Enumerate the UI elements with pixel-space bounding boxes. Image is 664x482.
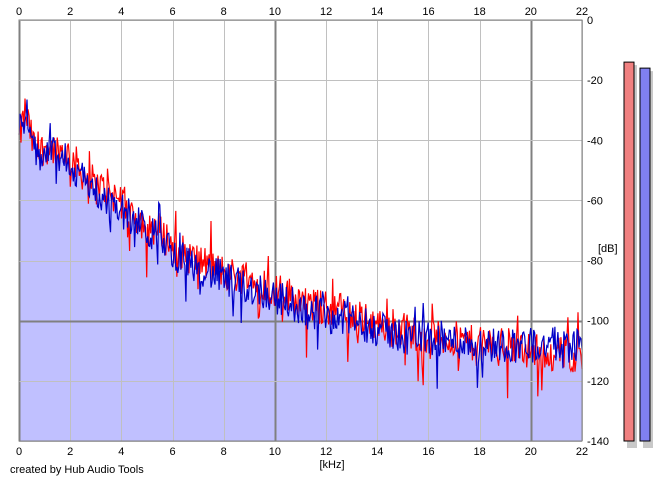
x-axis-top: 0 2 4 6 8 10 12 14 16 18 20 22 xyxy=(16,6,588,18)
x-tick-label-top: 0 xyxy=(16,6,22,18)
x-tick-label-bottom: 2 xyxy=(67,446,73,458)
x-tick-label-bottom: 6 xyxy=(169,446,175,458)
x-tick-label-top: 16 xyxy=(422,6,434,18)
x-tick-label-top: 2 xyxy=(67,6,73,18)
x-tick-label-bottom: 22 xyxy=(576,446,588,458)
x-tick-label-bottom: 16 xyxy=(422,446,434,458)
x-tick-label-top: 8 xyxy=(221,6,227,18)
x-tick-label-top: 20 xyxy=(525,6,537,18)
x-tick-label-top: 4 xyxy=(118,6,124,18)
x-tick-label-bottom: 12 xyxy=(320,446,332,458)
level-meter-bar xyxy=(639,67,651,442)
x-axis-label: [kHz] xyxy=(319,459,344,471)
x-tick-label-top: 6 xyxy=(169,6,175,18)
series-blue-line xyxy=(18,99,583,389)
x-tick-label-bottom: 10 xyxy=(269,446,281,458)
plot-frame xyxy=(18,19,583,442)
x-tick-label-top: 10 xyxy=(269,6,281,18)
x-tick-label-bottom: 14 xyxy=(371,446,383,458)
x-tick-label-bottom: 0 xyxy=(16,446,22,458)
x-tick-label-top: 14 xyxy=(371,6,383,18)
y-tick-label: -80 xyxy=(587,256,603,268)
spectrum-area-fill xyxy=(19,115,582,442)
x-tick-label-top: 22 xyxy=(576,6,588,18)
level-meter-bar xyxy=(623,61,635,442)
x-tick-label-top: 12 xyxy=(320,6,332,18)
x-tick-label-bottom: 4 xyxy=(118,446,124,458)
y-axis-label: [dB] xyxy=(598,243,618,255)
x-tick-label-bottom: 8 xyxy=(221,446,227,458)
x-tick-label-bottom: 20 xyxy=(525,446,537,458)
y-tick-label: -20 xyxy=(587,75,603,87)
y-tick-label: 0 xyxy=(587,15,593,27)
y-tick-label: -40 xyxy=(587,135,603,147)
credit-text: created by Hub Audio Tools xyxy=(10,464,144,476)
y-tick-label: -60 xyxy=(587,195,603,207)
x-tick-label-top: 18 xyxy=(474,6,486,18)
y-axis-right: 0 -20 -40 -60 -80 -100 -120 -140 xyxy=(587,15,609,448)
y-tick-label: -140 xyxy=(587,436,609,448)
x-axis-bottom: 0 2 4 6 8 10 12 14 16 18 20 22 xyxy=(16,446,588,458)
y-tick-label: -120 xyxy=(587,376,609,388)
level-meters xyxy=(623,61,653,448)
x-tick-label-bottom: 18 xyxy=(474,446,486,458)
y-tick-label: -100 xyxy=(587,316,609,328)
